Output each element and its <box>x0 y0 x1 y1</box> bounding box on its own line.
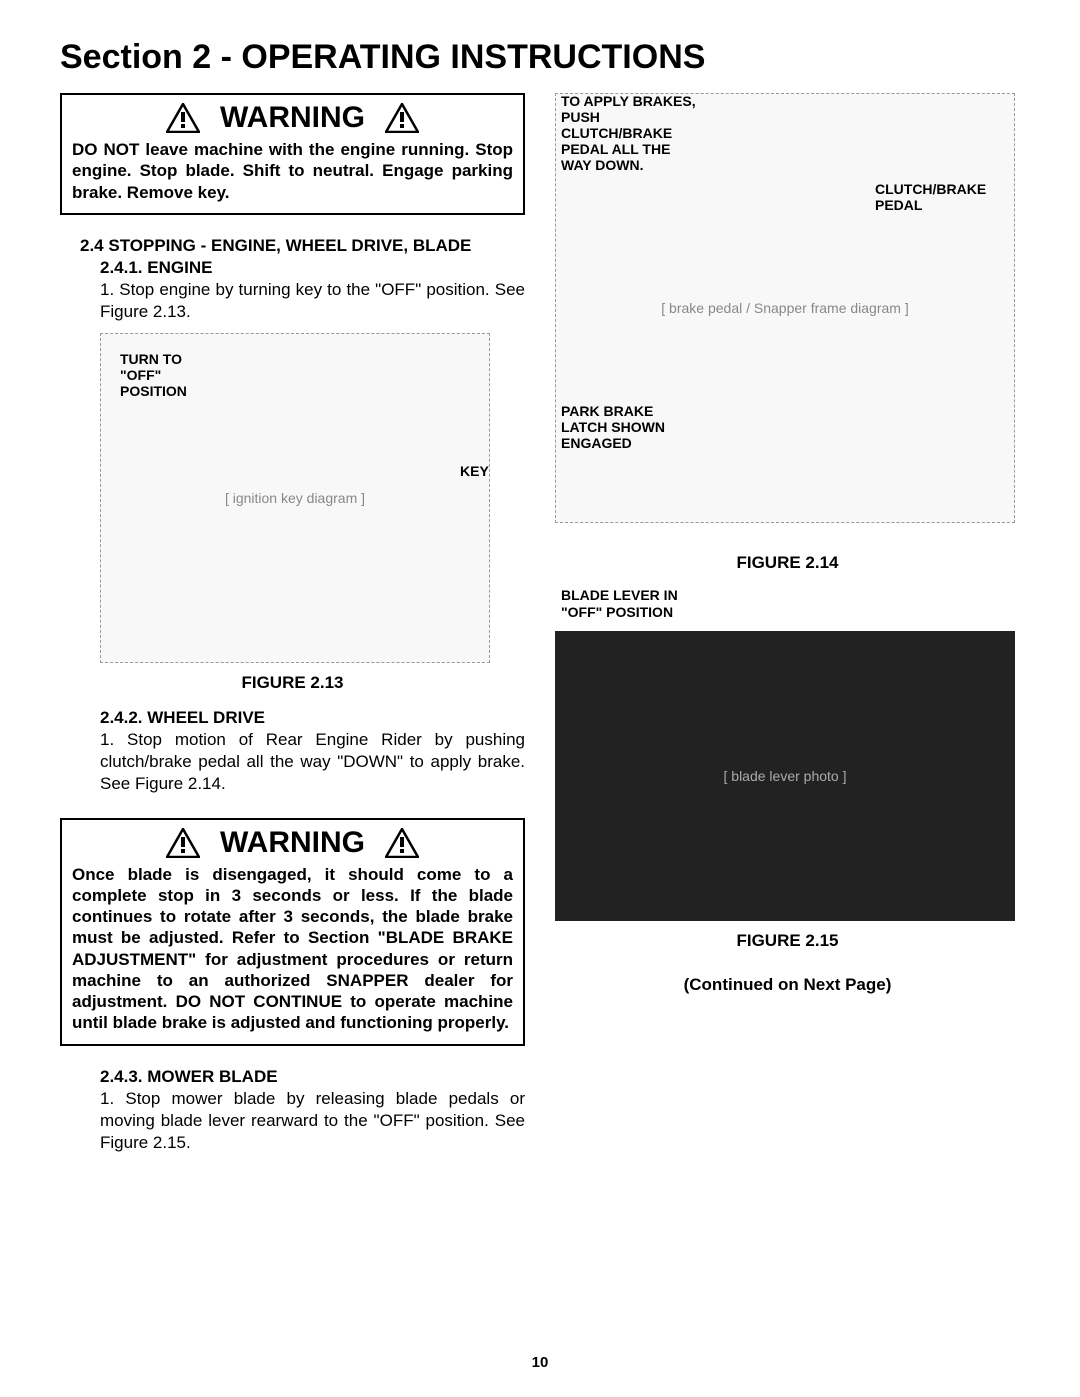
left-column: WARNING DO NOT leave machine with the en… <box>60 93 525 1154</box>
heading-2-4-1: 2.4.1. ENGINE <box>100 257 525 279</box>
heading-2-4-3: 2.4.3. MOWER BLADE <box>100 1066 525 1088</box>
warning-body: Once blade is disengaged, it should come… <box>72 864 513 1034</box>
figure-2-14-caption: FIGURE 2.14 <box>555 553 1020 573</box>
section-title: Section 2 - OPERATING INSTRUCTIONS <box>60 38 1020 77</box>
label-key: KEY <box>460 463 489 479</box>
label-blade-lever: BLADE LEVER IN "OFF" POSITION <box>561 587 711 621</box>
continued-text: (Continued on Next Page) <box>555 975 1020 995</box>
label-park-brake: PARK BRAKE LATCH SHOWN ENGAGED <box>561 403 701 451</box>
figure-2-15-image: [ blade lever photo ] <box>555 631 1015 921</box>
figure-2-13-caption: FIGURE 2.13 <box>60 673 525 693</box>
heading-2-4-2: 2.4.2. WHEEL DRIVE <box>100 707 525 729</box>
warning-triangle-icon <box>385 103 419 133</box>
warning-header: WARNING <box>72 101 513 135</box>
warning-title: WARNING <box>220 826 365 860</box>
page-number: 10 <box>0 1354 1080 1371</box>
figure-2-14-wrap: TO APPLY BRAKES, PUSH CLUTCH/BRAKE PEDAL… <box>555 93 1020 523</box>
heading-2-4: 2.4 STOPPING - ENGINE, WHEEL DRIVE, BLAD… <box>80 235 525 257</box>
figure-2-13-wrap: TURN TO "OFF" POSITION KEY [ ignition ke… <box>60 333 525 663</box>
warning-title: WARNING <box>220 101 365 135</box>
warning-body: DO NOT leave machine with the engine run… <box>72 139 513 203</box>
spacer <box>60 796 525 818</box>
label-apply-brakes: TO APPLY BRAKES, PUSH CLUTCH/BRAKE PEDAL… <box>561 93 701 173</box>
page: Section 2 - OPERATING INSTRUCTIONS WARNI… <box>0 0 1080 1184</box>
paragraph-2-4-3: 1. Stop mower blade by releasing blade p… <box>100 1088 525 1154</box>
label-turn-off: TURN TO "OFF" POSITION <box>120 351 210 399</box>
warning-box-1: WARNING DO NOT leave machine with the en… <box>60 93 525 215</box>
warning-triangle-icon <box>166 103 200 133</box>
paragraph-2-4-2: 1. Stop motion of Rear Engine Rider by p… <box>100 729 525 795</box>
label-clutch-pedal: CLUTCH/BRAKE PEDAL <box>875 181 1005 213</box>
right-column: TO APPLY BRAKES, PUSH CLUTCH/BRAKE PEDAL… <box>555 93 1020 1154</box>
warning-header: WARNING <box>72 826 513 860</box>
warning-box-2: WARNING Once blade is disengaged, it sho… <box>60 818 525 1046</box>
paragraph-2-4-1: 1. Stop engine by turning key to the "OF… <box>100 279 525 323</box>
warning-triangle-icon <box>385 828 419 858</box>
warning-triangle-icon <box>166 828 200 858</box>
figure-2-15-caption: FIGURE 2.15 <box>555 931 1020 951</box>
two-column-layout: WARNING DO NOT leave machine with the en… <box>60 93 1020 1154</box>
